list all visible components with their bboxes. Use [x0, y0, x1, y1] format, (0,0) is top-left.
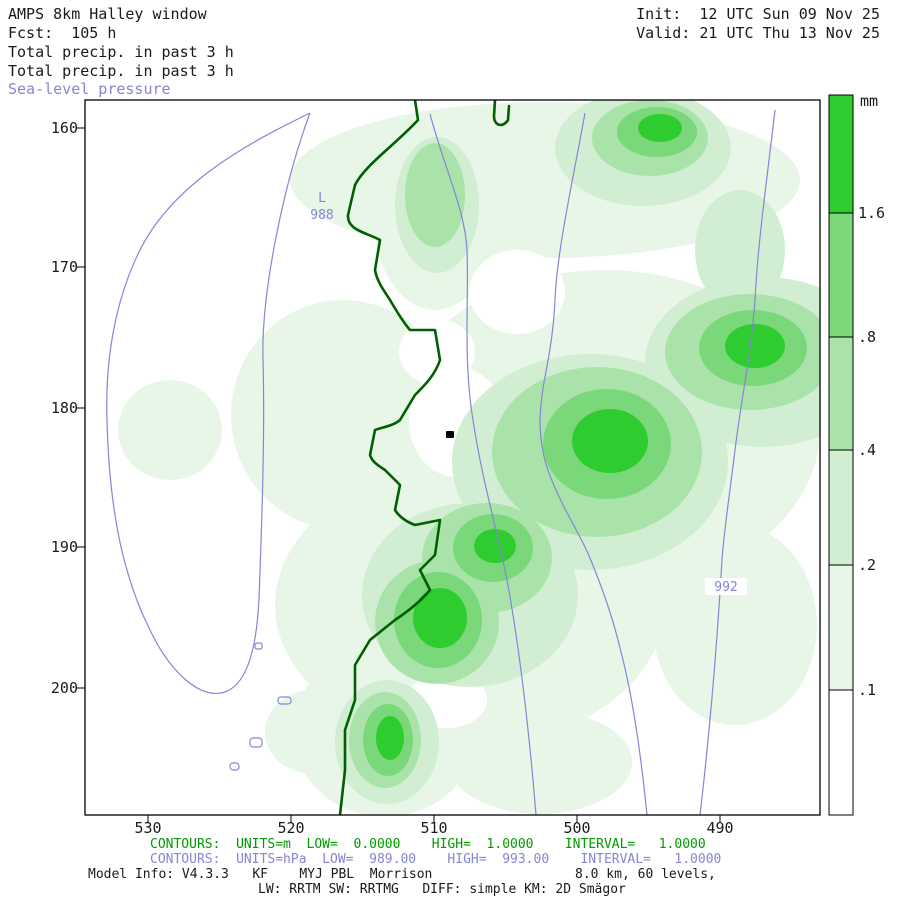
- island-outlines: [229, 642, 292, 771]
- colorbar: [828, 94, 854, 816]
- y-tick-label: 180: [50, 399, 78, 417]
- colorbar-segment-1: [828, 212, 854, 338]
- precip-clear-gaps: [399, 250, 565, 728]
- init-time: Init: 12 UTC Sun 09 Nov 25: [636, 5, 880, 23]
- page-title: AMPS 8km Halley window: [8, 5, 207, 23]
- low-pressure-letter: L: [318, 191, 326, 206]
- y-tick-label: 190: [50, 538, 78, 556]
- y-tick-label: 170: [50, 258, 78, 276]
- coastline-inlet: [492, 100, 511, 127]
- overlay-label: Sea-level pressure: [8, 80, 171, 98]
- x-tick-label: 520: [277, 819, 305, 837]
- colorbar-tick-label: .1: [858, 681, 877, 699]
- slp-contour-info: CONTOURS: UNITS=hPa LOW= 989.00 HIGH= 99…: [150, 852, 722, 867]
- forecast-hour: Fcst: 105 h: [8, 24, 117, 42]
- x-tick-label: 530: [134, 819, 162, 837]
- y-tick-label: 160: [50, 119, 78, 137]
- low-pressure-value: 988: [310, 208, 333, 223]
- x-tick-label: 490: [706, 819, 734, 837]
- contour-992-label: 992: [714, 580, 737, 595]
- physics-info: LW: RRTM SW: RRTMG DIFF: simple KM: 2D S…: [258, 882, 626, 897]
- colorbar-segment-2: [828, 336, 854, 451]
- colorbar-segment-4: [828, 564, 854, 691]
- coastline-path: [338, 100, 442, 815]
- plot-border: [84, 99, 821, 816]
- colorbar-segment-5: [828, 689, 854, 816]
- station-marker: [446, 431, 454, 438]
- y-tick-label: 200: [50, 679, 78, 697]
- axis-ticks: [77, 127, 721, 823]
- pressure-contours: [106, 109, 776, 815]
- colorbar-segment-0: [828, 94, 854, 214]
- valid-time: Valid: 21 UTC Thu 13 Nov 25: [636, 24, 880, 42]
- colorbar-unit-label: mm: [860, 92, 879, 110]
- model-info-left: Model Info: V4.3.3 KF MYJ PBL Morrison: [88, 867, 433, 882]
- contour-label-mask: [705, 578, 747, 595]
- colorbar-segment-3: [828, 449, 854, 566]
- x-tick-label: 510: [420, 819, 448, 837]
- precip-contour-info: CONTOURS: UNITS=m LOW= 0.0000 HIGH= 1.00…: [150, 837, 706, 852]
- precip-shading-level5: [376, 114, 785, 760]
- colorbar-tick-label: .2: [858, 556, 877, 574]
- precip-slp-map: L 988 992: [77, 99, 821, 823]
- model-info-right: 8.0 km, 60 levels,: [575, 867, 716, 882]
- x-tick-label: 500: [563, 819, 591, 837]
- colorbar-tick-label: .4: [858, 441, 877, 459]
- colorbar-tick-label: 1.6: [858, 204, 886, 222]
- colorbar-tick-label: .8: [858, 328, 877, 346]
- field-label-1: Total precip. in past 3 h: [8, 43, 234, 61]
- field-label-2: Total precip. in past 3 h: [8, 62, 234, 80]
